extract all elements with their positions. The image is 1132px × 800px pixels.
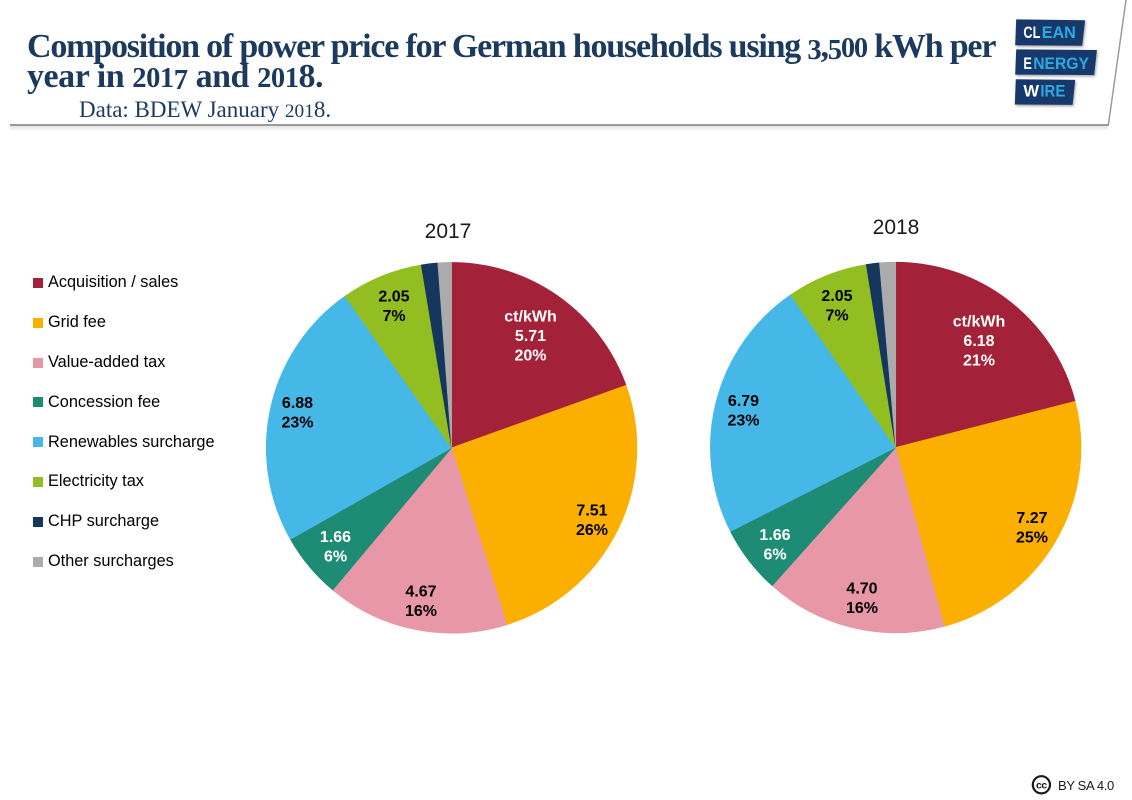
svg-text:6%: 6% — [763, 547, 786, 564]
svg-text:ct/kWh: ct/kWh — [953, 313, 1005, 330]
svg-text:4.67: 4.67 — [405, 584, 436, 601]
svg-text:1.66: 1.66 — [320, 529, 351, 546]
svg-text:IRE: IRE — [1040, 82, 1065, 101]
svg-text:cc: cc — [1036, 780, 1047, 792]
svg-text:CL: CL — [1023, 23, 1040, 42]
svg-text:7.27: 7.27 — [1016, 510, 1047, 527]
svg-text:21%: 21% — [963, 352, 995, 369]
svg-text:23%: 23% — [281, 415, 313, 432]
svg-text:25%: 25% — [1016, 530, 1048, 547]
svg-text:6%: 6% — [324, 549, 347, 566]
svg-text:2.05: 2.05 — [378, 289, 409, 306]
svg-text:W: W — [1023, 82, 1040, 101]
svg-text:2.05: 2.05 — [821, 288, 852, 305]
svg-text:6.88: 6.88 — [282, 395, 313, 412]
svg-text:26%: 26% — [576, 522, 608, 539]
svg-text:6.18: 6.18 — [963, 333, 994, 350]
svg-text:5.71: 5.71 — [515, 328, 546, 345]
svg-text:NERGY: NERGY — [1033, 54, 1089, 73]
svg-text:E: E — [1023, 54, 1032, 73]
svg-text:6.79: 6.79 — [728, 393, 759, 410]
svg-text:16%: 16% — [846, 600, 878, 617]
svg-text:20%: 20% — [514, 348, 546, 365]
svg-text:7.51: 7.51 — [576, 503, 607, 520]
svg-text:4.70: 4.70 — [846, 581, 877, 598]
svg-text:EAN: EAN — [1042, 23, 1076, 42]
svg-text:1.66: 1.66 — [759, 527, 790, 544]
svg-text:ct/kWh: ct/kWh — [504, 309, 556, 326]
svg-text:16%: 16% — [405, 603, 437, 620]
svg-text:7%: 7% — [825, 308, 848, 325]
svg-text:23%: 23% — [727, 413, 759, 430]
svg-text:7%: 7% — [382, 308, 405, 325]
